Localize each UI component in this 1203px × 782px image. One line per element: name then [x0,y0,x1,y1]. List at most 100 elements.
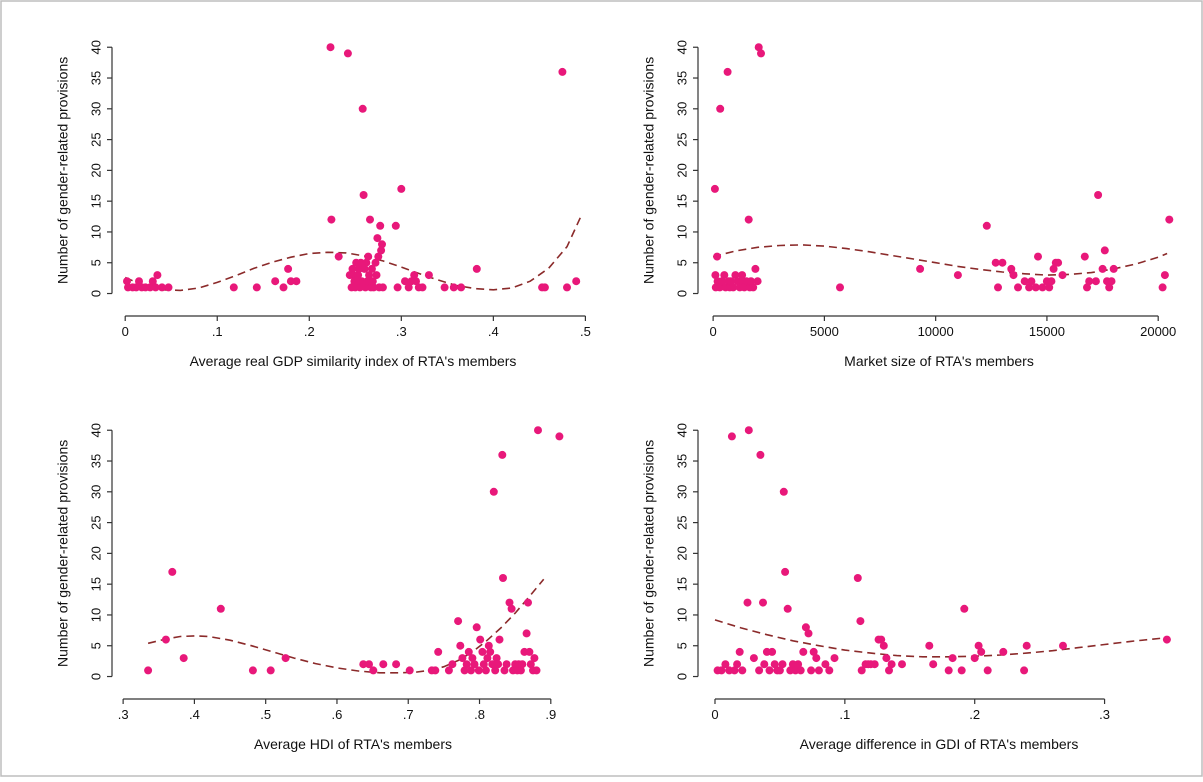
data-point [410,271,419,280]
data-point [765,666,774,675]
data-point [334,252,343,261]
data-point [1158,283,1167,292]
data-point [723,67,732,76]
y-tick-label: 20 [674,163,689,177]
data-point [478,647,487,656]
data-point [467,666,475,675]
x-tick-label: 0 [122,324,129,339]
data-point [801,623,810,632]
y-tick-label: 15 [674,194,689,208]
data-point [483,654,492,663]
data-point [1091,277,1100,286]
data-point [367,264,376,273]
data-point [434,647,443,656]
data-point [281,654,290,663]
data-point [458,654,467,663]
data-point [326,43,335,52]
data-point [378,283,387,292]
y-axis-title: Number of gender-related provisions [55,440,71,667]
data-point [812,654,821,663]
data-point [807,666,816,675]
y-tick-label: 25 [88,132,103,146]
data-point [1034,252,1042,261]
data-point [369,283,378,292]
data-point [153,271,162,280]
x-tick-label: .4 [488,324,499,339]
data-point [856,617,865,626]
data-point [286,277,295,286]
data-point [558,67,567,76]
data-point [492,654,501,663]
data-point [500,666,509,675]
data-point [1098,264,1107,273]
data-point [747,277,755,286]
data-point [360,264,369,273]
data-point [809,647,818,656]
data-point [756,450,765,459]
data-point [366,215,374,224]
data-point [279,283,288,292]
data-point [379,660,388,669]
data-point [448,660,457,669]
data-point [1058,271,1067,280]
scatter-panel-2: 0 5 10 15 20 25 30 35 40 0 5000 10000 15000 20000 Mark… [641,40,1177,369]
data-point [1020,666,1029,675]
x-tick-label: .5 [260,707,271,722]
y-tick-label: 10 [88,225,103,239]
data-point [530,654,539,663]
data-point [760,660,769,669]
data-point [870,660,879,669]
data-point [362,258,371,267]
data-point [123,277,131,286]
scatter-panel-1: 0 5 10 15 20 25 30 35 40 0 .1 .2 .3 .4 .5 Average real … [55,40,591,369]
data-point [738,666,747,675]
x-tick-label: .9 [545,707,556,722]
data-point [1049,264,1058,273]
data-point [717,666,726,675]
y-axis-title: Number of gender-related provisions [641,57,657,284]
data-point [284,264,293,273]
data-point [836,283,844,292]
data-point [744,426,753,435]
x-tick-label: 5000 [810,324,839,339]
data-point [468,654,477,663]
data-point [472,264,481,273]
y-tick-label: 10 [674,225,689,239]
y-tick-label: 25 [88,515,103,529]
data-point [994,283,1002,292]
data-point [404,283,413,292]
data-point [1007,264,1016,273]
data-point [534,426,542,435]
data-point [974,641,983,650]
y-tick-label: 5 [88,259,103,266]
data-point [229,283,238,292]
data-point [479,660,488,669]
x-tick-label: .7 [403,707,414,722]
data-point [135,277,143,286]
data-point [474,666,483,675]
data-point [495,635,504,644]
x-tick-label: 0 [710,324,717,339]
y-tick-label: 10 [674,608,689,622]
data-point [953,271,962,280]
data-point [462,660,471,669]
data-point [401,277,409,286]
data-point [727,432,736,441]
data-point [472,623,481,632]
fitted-curve [124,216,582,292]
data-point [369,666,378,675]
y-tick-label: 25 [674,132,689,146]
data-point [735,647,744,656]
y-tick-label: 40 [674,40,689,54]
data-point [733,660,742,669]
data-point [754,43,763,52]
data-point [348,264,357,273]
y-tick-label: 35 [88,454,103,468]
data-point [925,641,934,650]
data-point [494,660,503,669]
data-point [1031,283,1040,292]
data-point [716,104,725,113]
data-point [363,277,372,286]
data-point [356,258,365,267]
data-point [470,660,479,669]
